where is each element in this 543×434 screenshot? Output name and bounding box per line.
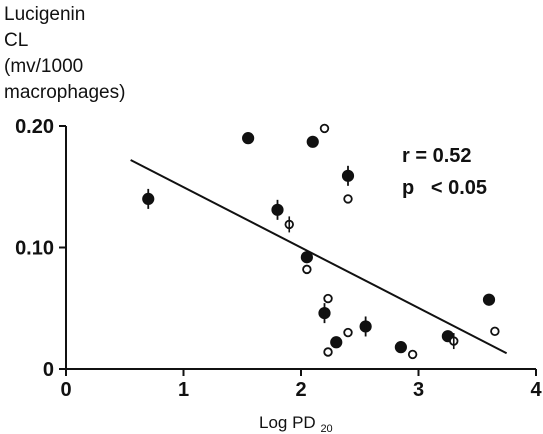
data-points [142, 123, 500, 360]
x-tick-label: 4 [530, 379, 542, 401]
y-tick-label: 0.10 [15, 238, 54, 260]
y-tick-label: 0.20 [15, 116, 54, 138]
r-value-label: r = 0.52 [402, 145, 472, 167]
open-data-point [302, 264, 312, 275]
p-value-label: p < 0.05 [402, 177, 487, 199]
filled-data-point [330, 336, 343, 349]
open-data-point [343, 194, 353, 204]
ylabel-line-4: macrophages) [4, 82, 125, 103]
open-data-point [323, 347, 333, 357]
ylabel-line-2: CL [4, 30, 28, 51]
filled-data-point [482, 293, 496, 306]
x-axis-label-subscript: 20 [320, 423, 332, 434]
tick-marks [59, 125, 537, 376]
x-tick-label: 0 [60, 379, 71, 401]
x-tick-label: 1 [178, 379, 189, 401]
ylabel-line-3: (mv/1000 [4, 56, 83, 77]
x-axis-label: Log PD 20 [259, 413, 333, 434]
filled-data-point [242, 132, 255, 145]
regression-line [130, 159, 508, 355]
x-tick-label: 3 [413, 379, 424, 401]
filled-data-point [306, 135, 319, 148]
ylabel-line-1: Lucigenin [4, 4, 85, 25]
open-data-point [323, 293, 333, 304]
x-axis-label-main: Log PD [259, 413, 316, 432]
tick-labels: 0 1 2 3 4 0 0.10 0.20 [15, 116, 542, 401]
y-tick-label: 0 [43, 359, 54, 381]
open-data-point [319, 123, 330, 134]
open-data-point [407, 349, 418, 360]
regression-line-group [130, 159, 508, 355]
filled-data-point [394, 341, 407, 354]
filled-data-point [300, 251, 313, 264]
open-data-point [343, 327, 353, 338]
open-data-point [490, 326, 500, 337]
x-tick-label: 2 [295, 379, 306, 401]
